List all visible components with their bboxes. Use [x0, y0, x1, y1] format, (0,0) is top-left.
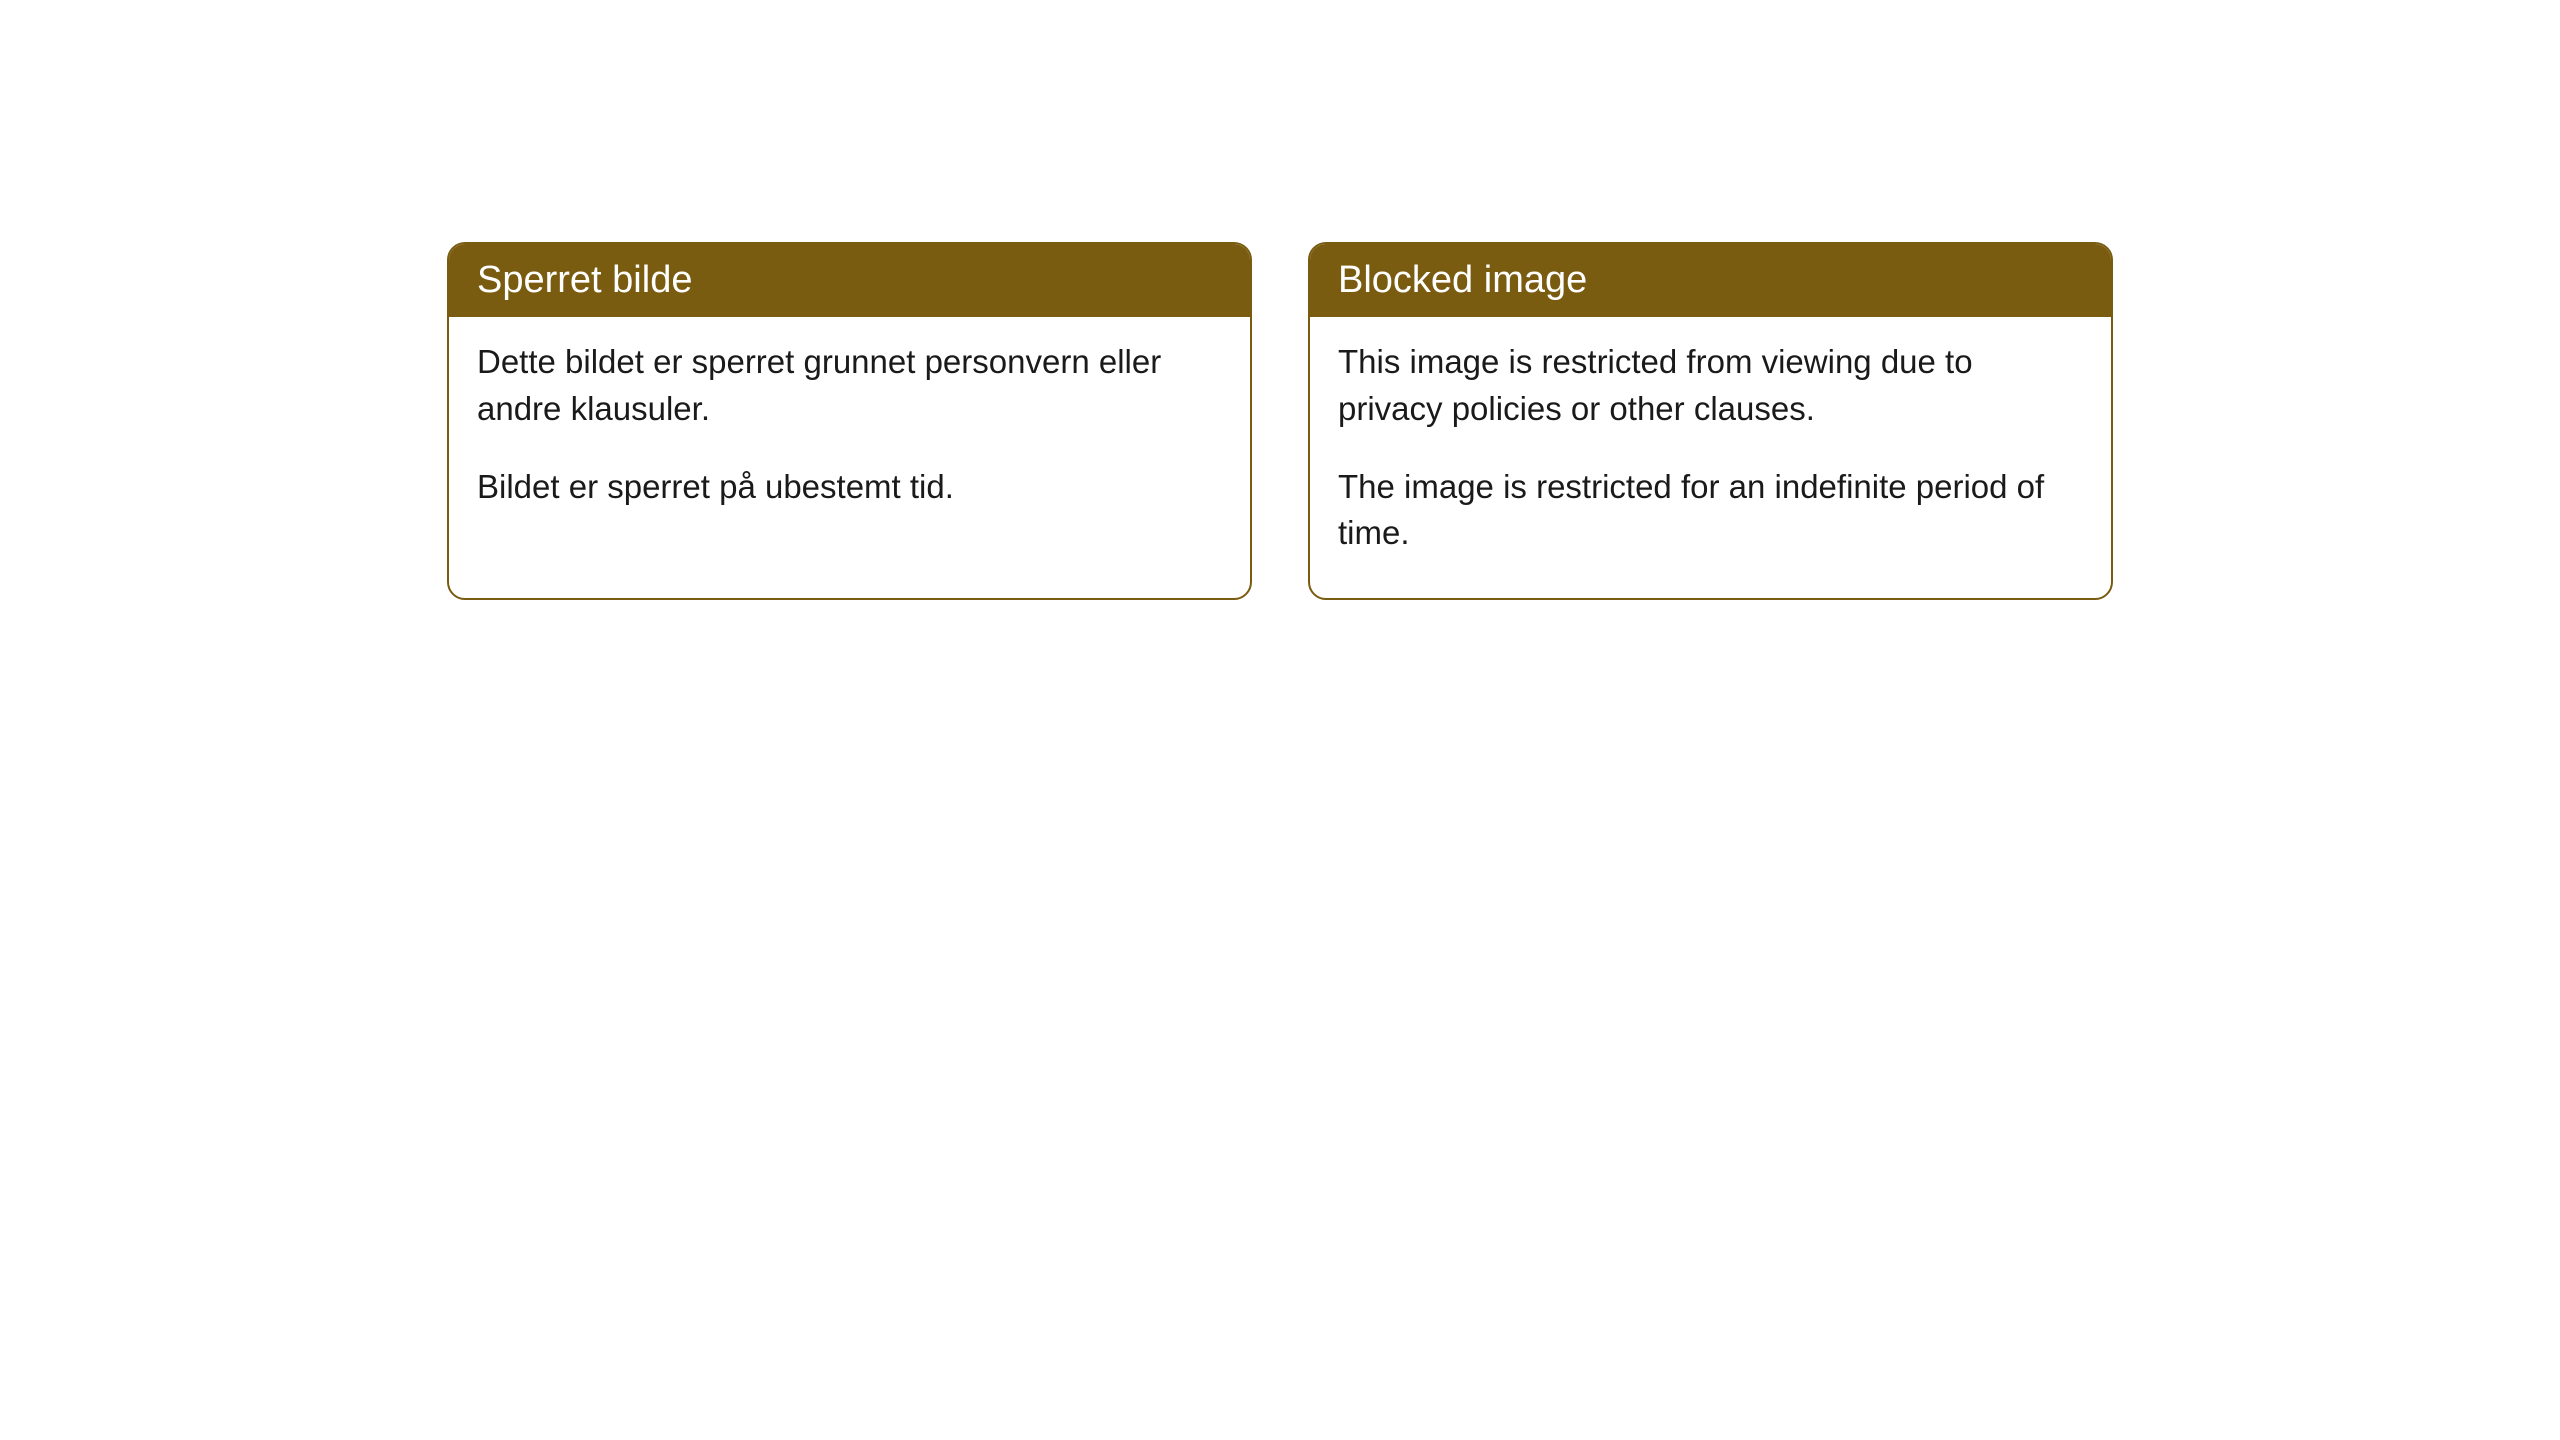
- card-body: Dette bildet er sperret grunnet personve…: [449, 317, 1250, 552]
- notice-cards-container: Sperret bilde Dette bildet er sperret gr…: [447, 242, 2113, 600]
- card-paragraph: Dette bildet er sperret grunnet personve…: [477, 339, 1222, 431]
- card-title: Blocked image: [1338, 259, 1587, 301]
- card-paragraph: This image is restricted from viewing du…: [1338, 339, 2083, 431]
- card-body: This image is restricted from viewing du…: [1310, 317, 2111, 598]
- card-paragraph: The image is restricted for an indefinit…: [1338, 464, 2083, 556]
- blocked-image-card-english: Blocked image This image is restricted f…: [1308, 242, 2113, 600]
- card-paragraph: Bildet er sperret på ubestemt tid.: [477, 464, 1222, 510]
- card-header: Sperret bilde: [449, 244, 1250, 317]
- card-header: Blocked image: [1310, 244, 2111, 317]
- card-title: Sperret bilde: [477, 259, 692, 301]
- blocked-image-card-norwegian: Sperret bilde Dette bildet er sperret gr…: [447, 242, 1252, 600]
